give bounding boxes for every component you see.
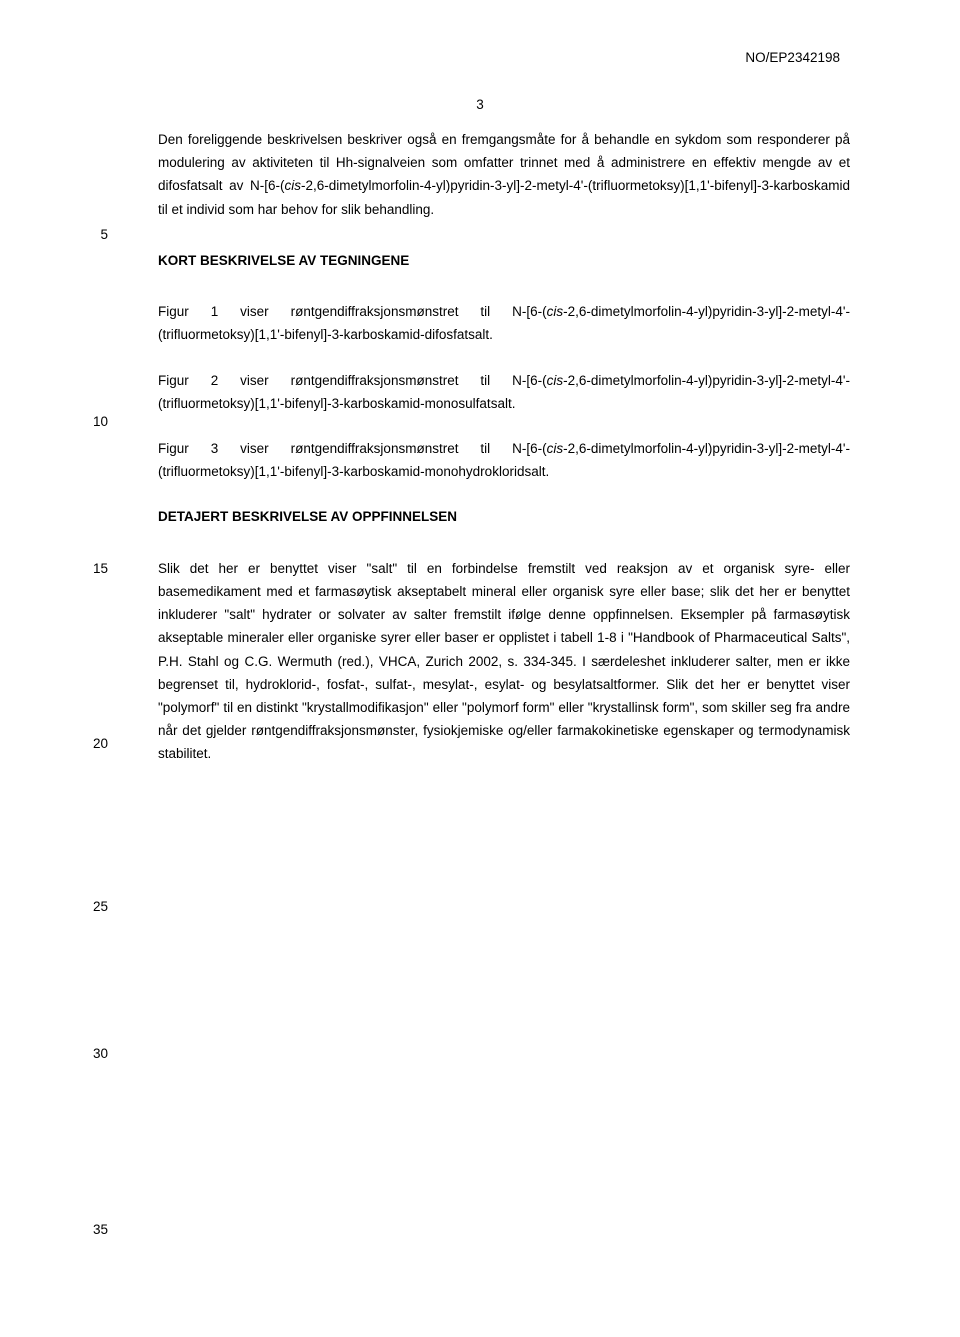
line-number-35: 35	[78, 1222, 108, 1237]
document-header: NO/EP2342198	[110, 50, 850, 65]
line-number-20: 20	[78, 736, 108, 751]
para4-italic: cis	[547, 441, 564, 456]
para2-text-a: Figur 1 viser røntgendiffraksjonsmønstre…	[158, 304, 547, 319]
page-number: 3	[110, 97, 850, 112]
line-number-25: 25	[78, 899, 108, 914]
para3-text-a: Figur 2 viser røntgendiffraksjonsmønstre…	[158, 373, 547, 388]
para2-italic: cis	[547, 304, 564, 319]
paragraph-figure-3: Figur 3 viser røntgendiffraksjonsmønstre…	[158, 437, 850, 483]
line-number-30: 30	[78, 1046, 108, 1061]
para4-text-a: Figur 3 viser røntgendiffraksjonsmønstre…	[158, 441, 547, 456]
paragraph-figure-1: Figur 1 viser røntgendiffraksjonsmønstre…	[158, 300, 850, 346]
paragraph-figure-2: Figur 2 viser røntgendiffraksjonsmønstre…	[158, 369, 850, 415]
document-page: NO/EP2342198 3 5 10 15 20 25 30 35 Den f…	[0, 0, 960, 828]
line-number-5: 5	[78, 227, 108, 242]
document-body: Den foreliggende beskrivelsen beskriver …	[158, 128, 850, 766]
paragraph-1: Den foreliggende beskrivelsen beskriver …	[158, 128, 850, 221]
para1-italic: cis	[284, 178, 301, 193]
heading-brief-description: KORT BESKRIVELSE AV TEGNINGENE	[158, 249, 850, 272]
document-id: NO/EP2342198	[745, 50, 840, 65]
heading-detailed-description: DETAJERT BESKRIVELSE AV OPPFINNELSEN	[158, 505, 850, 528]
paragraph-detailed: Slik det her er benyttet viser "salt" ti…	[158, 557, 850, 766]
line-number-15: 15	[78, 561, 108, 576]
para3-italic: cis	[547, 373, 564, 388]
line-number-10: 10	[78, 414, 108, 429]
